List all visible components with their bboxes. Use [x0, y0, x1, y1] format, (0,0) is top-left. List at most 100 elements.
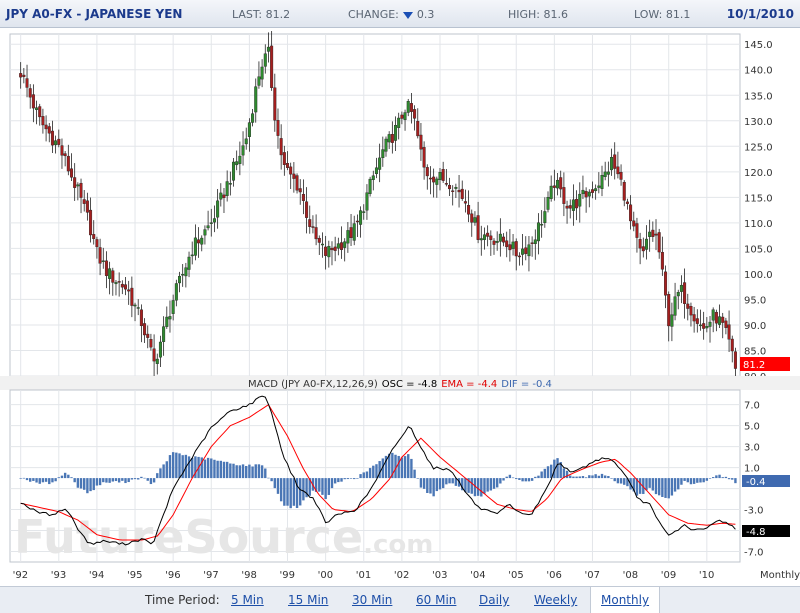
candle-body	[616, 166, 620, 175]
candle-body	[136, 307, 140, 309]
candle-body	[168, 316, 172, 320]
candle-body	[117, 281, 121, 283]
macd-histogram-bar	[343, 478, 346, 480]
time-period-60min[interactable]: 60 Min	[416, 593, 457, 607]
macd-histogram-bar	[92, 478, 95, 491]
candle-body	[263, 53, 267, 67]
candle-body	[463, 201, 467, 204]
macd-histogram-bar	[143, 477, 146, 479]
macd-histogram-bar	[511, 477, 515, 479]
candle-body	[425, 167, 429, 177]
x-tick-label: '04	[470, 570, 485, 581]
time-period-5min[interactable]: 5 Min	[231, 593, 264, 607]
time-period-monthly[interactable]: Monthly	[601, 593, 650, 607]
macd-histogram-bar	[283, 478, 286, 506]
osc-line	[20, 395, 736, 546]
macd-histogram-bar	[505, 476, 508, 479]
macd-histogram-bar	[651, 478, 655, 491]
macd-histogram-bar	[337, 478, 340, 483]
candle-body	[451, 190, 455, 192]
last-quote: LAST: 81.2	[232, 8, 290, 21]
macd-histogram-bar	[206, 457, 210, 479]
price-candles	[19, 31, 737, 379]
candle-body	[44, 124, 48, 130]
macd-histogram-bar	[314, 478, 318, 492]
candle-body	[702, 323, 706, 329]
x-tick-label: '01	[356, 570, 371, 581]
macd-histogram-bar	[492, 478, 496, 489]
time-period-15min[interactable]: 15 Min	[288, 593, 329, 607]
macd-histogram-bar	[572, 476, 575, 479]
macd-histogram-bar	[727, 478, 731, 480]
macd-histogram-bar	[48, 478, 51, 485]
macd-histogram-bar	[324, 478, 327, 500]
candle-body	[162, 326, 166, 342]
time-period-daily[interactable]: Daily	[479, 593, 510, 607]
candle-body	[171, 300, 175, 314]
macd-histogram-bar	[98, 478, 102, 486]
candle-body	[521, 248, 525, 255]
candle-body	[228, 183, 232, 185]
macd-histogram-bar	[111, 478, 114, 482]
candle-body	[73, 177, 77, 188]
macd-histogram-bar	[213, 459, 216, 479]
macd-tick-label: 7.0	[744, 401, 760, 412]
macd-panel-frame	[9, 389, 741, 563]
candle-body	[266, 46, 270, 52]
time-period-30min[interactable]: 30 Min	[352, 593, 393, 607]
macd-histogram-bar	[527, 478, 531, 482]
price-tick-label: 90.0	[744, 321, 766, 332]
time-period-weekly[interactable]: Weekly	[534, 593, 578, 607]
candle-body	[101, 260, 105, 262]
candle-body	[419, 134, 423, 150]
macd-histogram-bar	[378, 461, 381, 479]
candle-body	[416, 120, 420, 137]
candle-body	[206, 225, 210, 229]
macd-histogram-bar	[356, 478, 359, 479]
macd-histogram-bar	[648, 478, 651, 488]
macd-histogram-bar	[515, 478, 518, 480]
macd-histogram-bar	[137, 478, 140, 480]
macd-histogram-bar	[149, 478, 153, 485]
candle-body	[155, 358, 159, 364]
candle-body	[457, 189, 461, 193]
candle-body	[686, 303, 690, 309]
macd-histogram-bar	[569, 475, 572, 479]
candle-body	[212, 218, 216, 223]
candle-body	[384, 138, 388, 152]
candle-body	[676, 292, 680, 297]
macd-histogram-bar	[260, 465, 264, 479]
macd-histogram-bar	[346, 478, 350, 480]
candle-body	[22, 74, 26, 77]
macd-histogram-bar	[219, 460, 223, 479]
macd-histogram-bar	[257, 464, 261, 479]
macd-histogram-bar	[41, 478, 45, 483]
macd-histogram-bar	[133, 478, 137, 480]
macd-histogram-bar	[384, 455, 388, 479]
candle-body	[165, 316, 169, 327]
x-tick-label: '94	[89, 570, 104, 581]
x-tick-label: '96	[165, 570, 180, 581]
candle-body	[349, 227, 353, 238]
candle-body	[438, 172, 442, 180]
macd-histogram-bar	[664, 478, 667, 498]
x-tick-label: '03	[432, 570, 447, 581]
candle-body	[575, 198, 579, 209]
candle-body	[581, 189, 585, 195]
candle-body	[371, 175, 375, 180]
macd-histogram-bar	[238, 465, 242, 479]
macd-histogram-bar	[441, 478, 445, 489]
candle-body	[714, 311, 718, 324]
candle-body	[505, 240, 509, 248]
macd-histogram-bar	[353, 478, 356, 480]
macd-histogram-bar	[502, 478, 505, 481]
macd-histogram-bar	[372, 465, 375, 479]
macd-histogram-bar	[407, 454, 410, 479]
macd-histogram-bar	[559, 462, 562, 479]
x-tick-label: '02	[394, 570, 409, 581]
candle-body	[241, 145, 245, 156]
macd-histogram-bar	[318, 478, 321, 492]
candle-body	[533, 239, 537, 244]
macd-histogram-bar	[603, 475, 607, 479]
candle-body	[432, 176, 436, 183]
